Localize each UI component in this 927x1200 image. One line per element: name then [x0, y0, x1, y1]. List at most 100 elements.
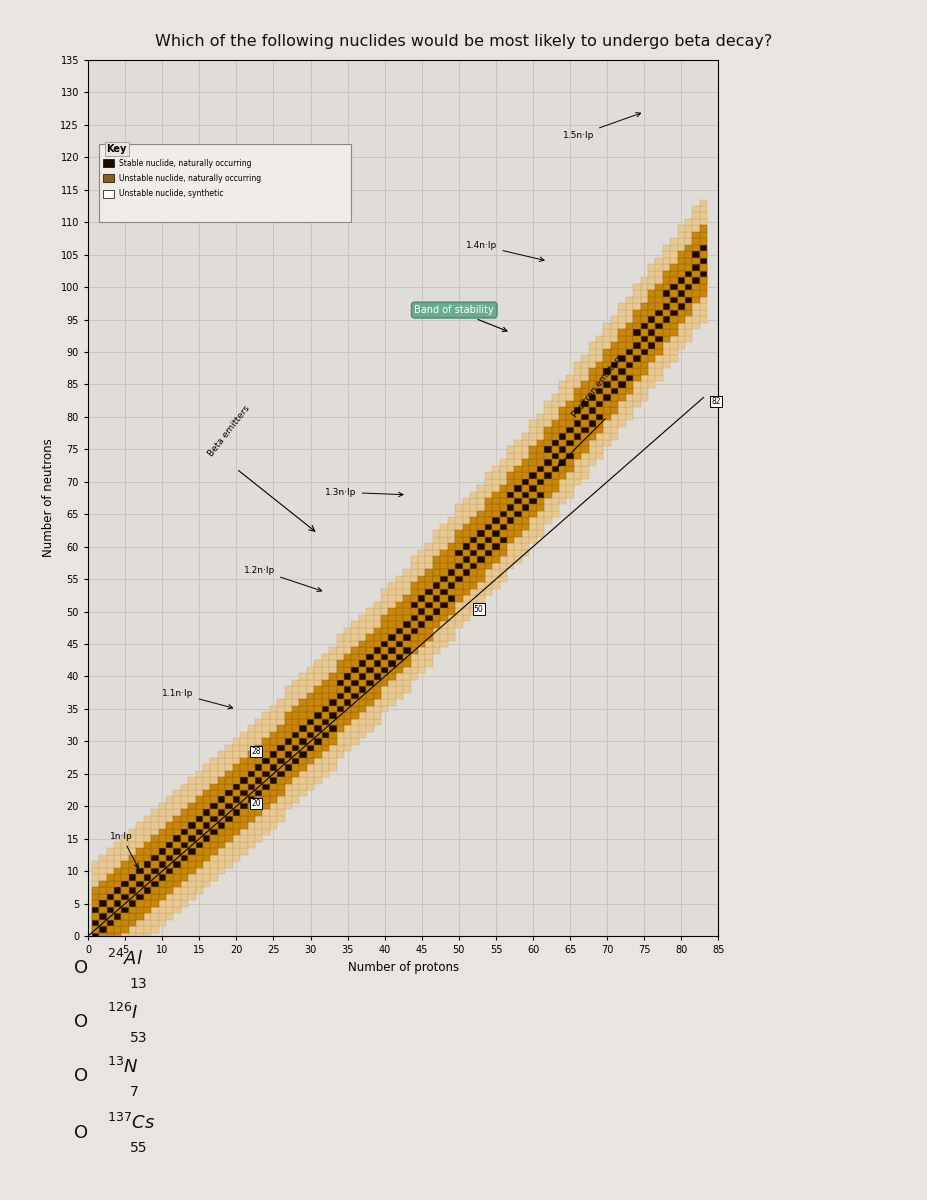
Bar — [692, 226, 700, 232]
Bar — [203, 803, 210, 810]
Bar — [470, 557, 477, 563]
Bar — [233, 764, 240, 770]
Bar — [366, 628, 374, 635]
Bar — [396, 660, 403, 667]
Bar — [196, 822, 203, 829]
Bar — [626, 368, 633, 374]
Bar — [299, 719, 307, 725]
Bar — [151, 854, 159, 862]
Bar — [225, 784, 233, 790]
Bar — [626, 342, 633, 349]
Bar — [322, 744, 329, 751]
Bar — [670, 317, 678, 323]
Bar — [255, 764, 262, 770]
Bar — [603, 401, 611, 407]
Bar — [107, 913, 114, 919]
Bar — [196, 868, 203, 875]
Bar — [210, 810, 218, 816]
Bar — [618, 374, 626, 382]
Bar — [307, 700, 314, 706]
Bar — [700, 264, 707, 271]
Bar — [233, 816, 240, 822]
Bar — [114, 900, 121, 907]
Bar — [463, 595, 470, 602]
Bar — [233, 803, 240, 810]
Bar — [374, 706, 381, 712]
Bar — [144, 932, 151, 940]
Bar — [589, 427, 596, 433]
Bar — [678, 342, 685, 349]
Bar — [388, 647, 396, 654]
Bar — [374, 628, 381, 635]
Bar — [648, 284, 655, 290]
Bar — [359, 647, 366, 654]
Bar — [396, 589, 403, 595]
Bar — [107, 926, 114, 932]
Bar — [425, 595, 433, 602]
Bar — [351, 667, 359, 673]
Bar — [151, 862, 159, 868]
Bar — [181, 862, 188, 868]
Bar — [685, 277, 692, 284]
Bar — [507, 466, 514, 472]
Bar — [544, 433, 552, 439]
Bar — [440, 576, 448, 582]
Bar — [262, 725, 270, 732]
Bar — [129, 907, 136, 913]
Bar — [144, 875, 151, 881]
Bar — [196, 835, 203, 842]
Bar — [418, 595, 425, 602]
Bar — [537, 498, 544, 504]
Bar — [107, 875, 114, 881]
Bar — [411, 576, 418, 582]
Bar — [344, 744, 351, 751]
Bar — [344, 732, 351, 738]
Bar — [603, 382, 611, 388]
Bar — [203, 842, 210, 848]
Bar — [114, 894, 121, 900]
Bar — [314, 667, 322, 673]
Bar — [641, 355, 648, 361]
Bar — [626, 407, 633, 414]
Bar — [655, 329, 663, 336]
Bar — [144, 887, 151, 894]
Bar — [173, 868, 181, 875]
Bar — [433, 595, 440, 602]
Bar — [448, 536, 455, 544]
Bar — [166, 842, 173, 848]
Bar — [381, 635, 388, 641]
Bar — [381, 654, 388, 660]
Bar — [337, 654, 344, 660]
Bar — [603, 355, 611, 361]
Bar — [670, 284, 678, 290]
Bar — [344, 660, 351, 667]
Bar — [425, 608, 433, 614]
Bar — [566, 433, 574, 439]
Bar — [433, 602, 440, 608]
Bar — [463, 498, 470, 504]
Bar — [255, 803, 262, 810]
Bar — [522, 544, 529, 550]
Bar — [574, 439, 581, 446]
Bar — [529, 492, 537, 498]
Bar — [351, 673, 359, 679]
Bar — [248, 725, 255, 732]
Bar — [188, 797, 196, 803]
Bar — [463, 563, 470, 569]
Bar — [103, 160, 114, 167]
Bar — [411, 557, 418, 563]
Bar — [448, 569, 455, 576]
Bar — [692, 245, 700, 252]
Bar — [500, 504, 507, 511]
Bar — [344, 679, 351, 686]
Bar — [366, 700, 374, 706]
Bar — [322, 764, 329, 770]
Bar — [425, 614, 433, 622]
Bar — [351, 679, 359, 686]
Bar — [455, 569, 463, 576]
Bar — [166, 887, 173, 894]
Bar — [552, 414, 559, 420]
Bar — [566, 407, 574, 414]
Bar — [322, 751, 329, 757]
Bar — [678, 304, 685, 310]
